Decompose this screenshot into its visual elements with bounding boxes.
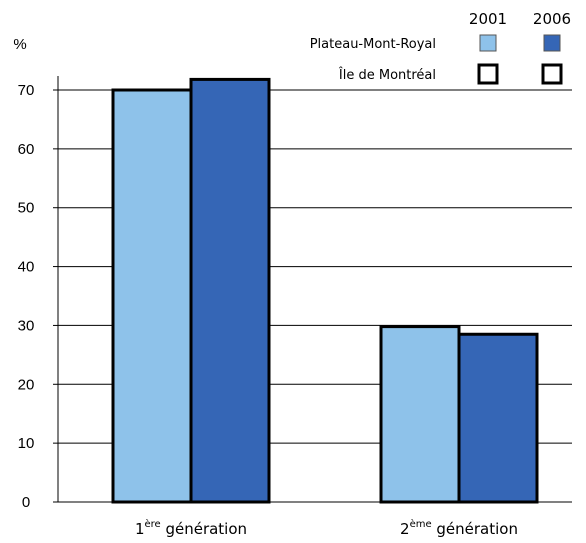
legend-swatch-outline-2006 [541, 63, 563, 85]
x-category-label-rest: génération [432, 520, 518, 538]
y-tick-label: 10 [18, 435, 35, 452]
bar-2001-cat1 [111, 88, 193, 504]
x-category-label-main: 1 [135, 520, 145, 538]
x-category-label: 2ème génération [400, 518, 518, 538]
legend-swatch-filled-2001 [479, 34, 497, 52]
legend-year-2006: 2006 [533, 10, 571, 28]
y-tick-label: 60 [18, 141, 35, 158]
y-tick-label: 40 [18, 259, 35, 276]
x-axis-labels: 1ère génération 2ème génération [135, 518, 518, 538]
x-category-label-main: 2 [400, 520, 410, 538]
x-category-label: 1ère génération [135, 518, 247, 538]
legend-year-2001: 2001 [469, 10, 507, 28]
x-category-label-sup: ème [410, 518, 432, 530]
bar-2006-cat2 [457, 332, 539, 504]
legend-label-2: Île de Montréal [338, 67, 436, 83]
legend: 2001 2006 Plateau-Mont-Royal Île de Montréa… [310, 10, 571, 85]
y-axis: 0 10 20 30 40 50 60 70 [18, 76, 59, 511]
y-tick-label: 70 [18, 82, 35, 99]
legend-swatch-filled-2006 [543, 34, 561, 52]
x-category-label-sup: ère [144, 518, 160, 530]
y-tick-label: 0 [22, 494, 30, 511]
x-category-label-rest: génération [161, 520, 247, 538]
bars [111, 77, 539, 504]
legend-label-1: Plateau-Mont-Royal [310, 37, 436, 52]
y-tick-label: 50 [18, 200, 35, 217]
legend-swatch-outline-2001 [477, 63, 499, 85]
bar-2001-cat2 [379, 325, 461, 504]
y-tick-label: 20 [18, 376, 35, 393]
y-tick-label: 30 [18, 317, 35, 334]
bar-2006-cat1 [189, 77, 271, 504]
y-axis-label: % [13, 36, 26, 53]
